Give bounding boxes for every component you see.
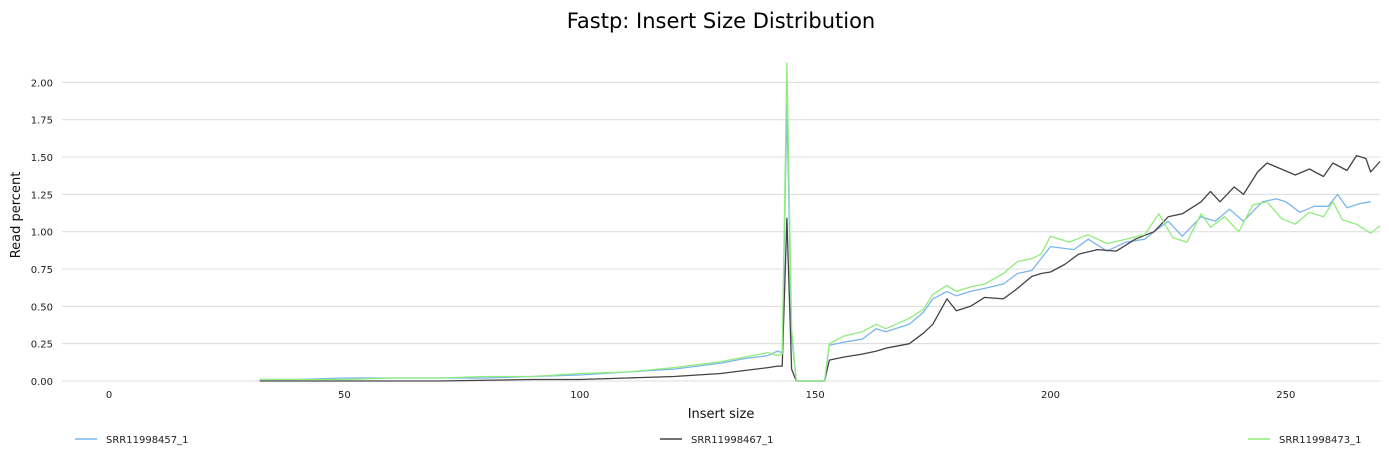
y-tick-label: 1.75	[31, 116, 53, 127]
x-tick-label: 150	[806, 390, 825, 401]
y-tick-label: 2.00	[31, 78, 53, 89]
y-tick-label: 1.50	[31, 153, 53, 164]
y-tick-label: 0.25	[31, 340, 53, 351]
y-tick-label: 1.00	[31, 228, 53, 239]
y-axis-label: Read percent	[9, 172, 24, 259]
x-axis-ticks: 0 50 100 150 200 250	[106, 390, 1296, 401]
series-line-SRR11998473_1	[259, 62, 1381, 382]
series-line-SRR11998467_1	[259, 154, 1381, 382]
gridlines	[62, 81, 1380, 382]
y-tick-label: 0.75	[31, 265, 53, 276]
legend-label: SRR11998473_1	[1279, 435, 1362, 446]
x-tick-label: 0	[106, 390, 112, 401]
x-tick-label: 50	[338, 390, 351, 401]
y-tick-label: 0.00	[31, 377, 53, 388]
y-axis-ticks: 0.00 0.25 0.50 0.75 1.00 1.25 1.50 1.75 2.00	[31, 78, 53, 388]
legend-label: SRR11998467_1	[691, 435, 774, 446]
y-tick-label: 0.50	[31, 302, 53, 313]
x-axis-label: Insert size	[688, 407, 755, 422]
series-line-SRR11998457_1	[259, 104, 1371, 382]
series-lines	[259, 62, 1381, 382]
x-tick-label: 100	[570, 390, 589, 401]
x-tick-label: 200	[1041, 390, 1060, 401]
chart-title: Fastp: Insert Size Distribution	[567, 9, 875, 33]
legend-item-SRR11998473_1[interactable]: SRR11998473_1	[1248, 435, 1362, 446]
legend-item-SRR11998457_1[interactable]: SRR11998457_1	[75, 435, 189, 446]
x-tick-label: 250	[1276, 390, 1295, 401]
legend-item-SRR11998467_1[interactable]: SRR11998467_1	[660, 435, 774, 446]
legend[interactable]: SRR11998457_1 SRR11998467_1 SRR11998473_1	[75, 435, 1362, 446]
legend-label: SRR11998457_1	[106, 435, 189, 446]
y-tick-label: 1.25	[31, 190, 53, 201]
